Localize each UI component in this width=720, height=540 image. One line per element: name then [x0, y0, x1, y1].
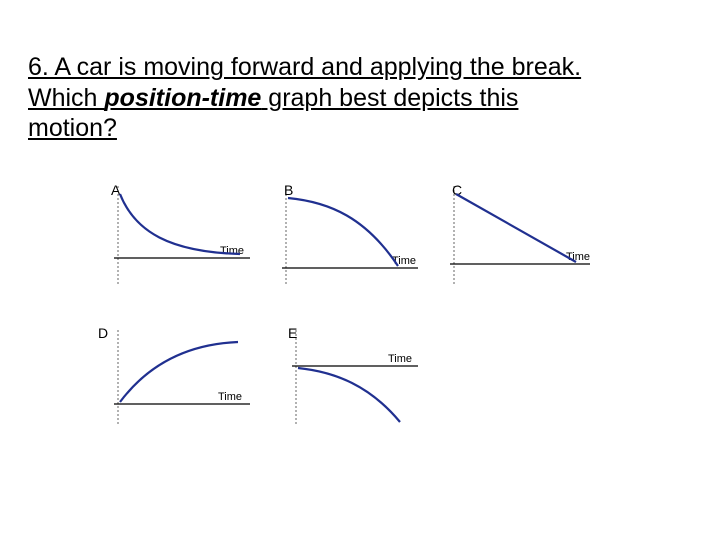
graph-D: D Time	[90, 320, 258, 430]
graphs-row-2: D Time E Time	[90, 320, 610, 430]
svg-text:D: D	[98, 325, 108, 341]
graph-B: BTime	[258, 180, 426, 290]
svg-text:Time: Time	[388, 353, 412, 365]
question-text: 6. A car is moving forward and applying …	[28, 52, 588, 144]
svg-text:Time: Time	[566, 251, 590, 263]
slide: 6. A car is moving forward and applying …	[0, 0, 720, 540]
question-emph: position-time	[104, 84, 261, 112]
svg-text:B: B	[284, 182, 293, 198]
graphs-area: ATime BTime CTime DTime ETime	[90, 180, 610, 430]
graph-A: ATime	[90, 180, 258, 290]
svg-text:Time: Time	[218, 391, 242, 403]
graph-E: E Time	[258, 320, 426, 430]
svg-text:E: E	[288, 325, 297, 341]
graphs-row-1: ATime BTime CTime	[90, 180, 610, 290]
graph-C: CTime	[426, 180, 594, 290]
svg-text:Time: Time	[220, 245, 244, 257]
